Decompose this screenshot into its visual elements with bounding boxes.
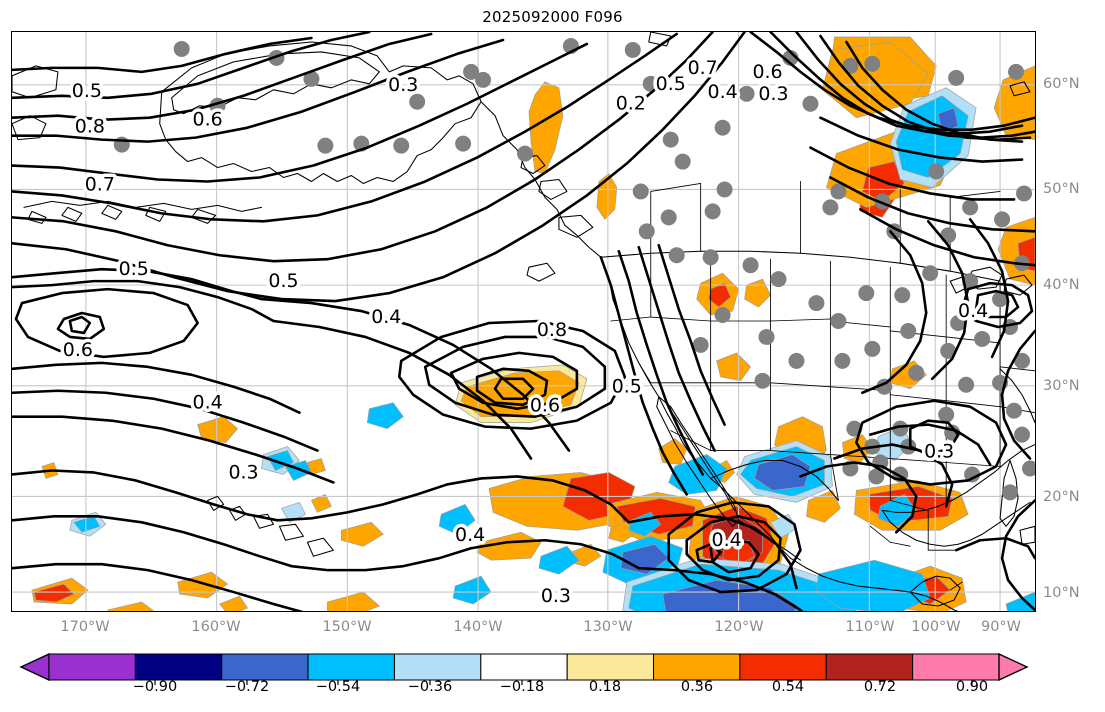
contour-label: 0.3 — [541, 585, 571, 607]
contour-label: 0.6 — [63, 339, 93, 361]
contour-label-halo: 0.4 — [371, 306, 401, 328]
contour-label-halo: 0.6 — [530, 395, 560, 417]
contour-label-halo: 0.4 — [193, 392, 223, 414]
contour-label-halo: 0.8 — [537, 319, 567, 341]
colorbar-tick-label: 0.90 — [955, 679, 989, 695]
latitude-label: 20°N — [1043, 489, 1080, 505]
contour-label: 0.3 — [388, 74, 418, 96]
longitude-label: 140°W — [453, 619, 503, 635]
colorbar-tick-label: 0.18 — [588, 679, 622, 695]
contour-label-halo: 0.4 — [712, 529, 742, 551]
contour-label: 0.3 — [228, 461, 258, 483]
contour-label: 0.8 — [75, 116, 105, 138]
colorbar-extend-high — [998, 652, 1029, 682]
map-frame[interactable]: 0.5 0.5 0.3 0.3 0.2 0.2 0.7 0.7 0.6 0.6 0.5 0.5 0.4 0… — [11, 31, 1036, 612]
contour-label: 0.6 — [530, 395, 560, 417]
contour-label: 0.2 — [616, 93, 646, 115]
longitude-label: 90°W — [980, 619, 1022, 635]
contour-label: 0.7 — [85, 173, 115, 195]
colorbar-tick-label: −0.36 — [407, 679, 453, 695]
contour-label: 0.6 — [752, 61, 782, 83]
colorbar-segment[interactable] — [221, 653, 309, 681]
contour-label-halo: 0.3 — [758, 83, 788, 105]
colorbar-tick-label: 0.54 — [771, 679, 805, 695]
contour-label: 0.3 — [924, 441, 954, 463]
longitude-label: 170°W — [60, 619, 110, 635]
colorbar-segment[interactable] — [307, 653, 395, 681]
contour-label: 0.4 — [193, 392, 223, 414]
longitude-label: 150°W — [322, 619, 372, 635]
contour-label: 0.5 — [72, 80, 102, 102]
contour-label: 0.4 — [708, 81, 738, 103]
contour-label-halo: 0.5 — [268, 270, 298, 292]
contour-label: 0.4 — [958, 300, 988, 322]
contour-labels: 0.50.5 0.30.30.20.20.70.7 0.60.60.50.5 0.40… — [59, 53, 991, 610]
contour-label-halo: 0.5 — [612, 376, 642, 398]
colorbar-segment[interactable] — [825, 653, 914, 681]
contour-label: 0.8 — [537, 319, 567, 341]
station-markers — [113, 37, 1035, 501]
longitude-label: 130°W — [583, 619, 633, 635]
latitude-label: 40°N — [1043, 277, 1080, 293]
colorbar-segment[interactable] — [739, 653, 827, 681]
contour-label-halo: 0.5 — [656, 73, 686, 95]
contour-label: 0.3 — [758, 83, 788, 105]
colorbar-tick-label: −0.72 — [224, 679, 270, 695]
contour-label-halo: 0.6 — [63, 339, 93, 361]
latitude-label: 10°N — [1043, 585, 1080, 601]
contour-label: 0.4 — [371, 306, 401, 328]
shaded-anomaly-field — [31, 36, 1035, 611]
colorbar-tick-label: −0.18 — [499, 679, 545, 695]
longitude-label: 100°W — [911, 619, 961, 635]
contour-label-halo: 0.6 — [193, 109, 223, 131]
contour-label-halo: 0.4 — [958, 300, 988, 322]
contour-label: 0.5 — [612, 376, 642, 398]
colorbar-tick-label: −0.54 — [315, 679, 361, 695]
contour-label-halo: 0.3 — [228, 461, 258, 483]
contour-label-halo: 0.8 — [75, 116, 105, 138]
latitude-label: 60°N — [1043, 76, 1080, 92]
colorbar-tick-label: 0.36 — [680, 679, 714, 695]
map-canvas: 0.50.5 0.30.30.20.20.70.7 0.60.60.50.5 0.40… — [12, 32, 1035, 611]
contour-label-halo: 0.7 — [85, 173, 115, 195]
colorbar-swatches — [19, 652, 1029, 685]
longitude-label: 160°W — [191, 619, 241, 635]
contour-label: 0.5 — [656, 73, 686, 95]
colorbar-segment[interactable] — [653, 653, 741, 681]
figure-title: 2025092000 F096 — [482, 8, 623, 26]
contour-label-halo: 0.3 — [924, 441, 954, 463]
contour-label-halo: 0.5 — [72, 80, 102, 102]
colorbar-segment[interactable] — [134, 653, 223, 681]
colorbar-segment[interactable] — [480, 653, 568, 681]
contour-label: 0.5 — [119, 258, 149, 280]
latitude-label: 50°N — [1043, 181, 1080, 197]
contour-label-halo: 0.4 — [455, 524, 485, 546]
contour-lines — [12, 32, 1035, 611]
colorbar[interactable] — [11, 651, 1036, 685]
colorbar-segment[interactable] — [566, 653, 655, 681]
contour-label: 0.5 — [268, 270, 298, 292]
contour-label-halo: 0.6 — [752, 61, 782, 83]
latitude-label: 30°N — [1043, 378, 1080, 394]
colorbar-tick-label: −0.90 — [132, 679, 178, 695]
longitude-label: 120°W — [714, 619, 764, 635]
contour-label: 0.4 — [712, 529, 742, 551]
contour-label: 0.7 — [688, 57, 718, 79]
contour-label: 0.4 — [455, 524, 485, 546]
longitude-label: 110°W — [845, 619, 895, 635]
map-gridlines — [12, 32, 1035, 611]
colorbar-segment[interactable] — [393, 653, 482, 681]
colorbar-extend-low — [19, 652, 50, 682]
colorbar-segment[interactable] — [912, 653, 1000, 681]
contour-label-halo: 0.4 — [708, 81, 738, 103]
contour-label: 0.6 — [193, 109, 223, 131]
contour-label-halo: 0.2 — [616, 93, 646, 115]
contour-label-halo: 0.3 — [388, 74, 418, 96]
colorbar-segment[interactable] — [48, 653, 136, 681]
contour-label-halo: 0.7 — [688, 57, 718, 79]
colorbar-tick-label: 0.72 — [863, 679, 897, 695]
contour-label-halo: 0.5 — [119, 258, 149, 280]
contour-label-halo: 0.3 — [541, 585, 571, 607]
